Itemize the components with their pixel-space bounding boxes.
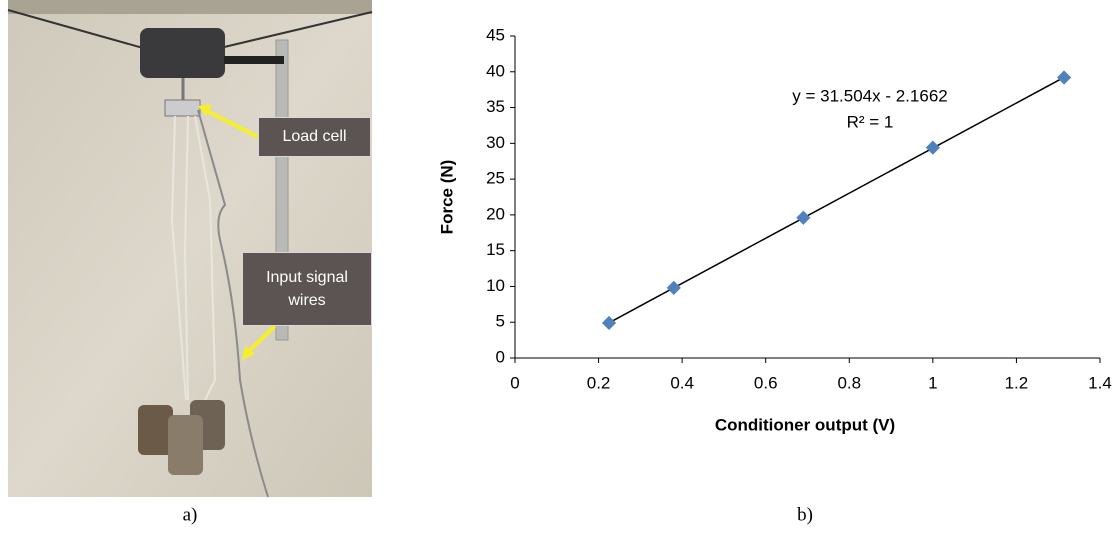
cable	[7, 9, 151, 51]
x-tick-label: 0.2	[587, 373, 611, 392]
x-tick-label: 1.2	[1005, 373, 1029, 392]
point	[925, 140, 940, 155]
point	[601, 315, 617, 331]
point	[666, 280, 681, 295]
ceiling	[8, 0, 372, 14]
x-tick-label: 1.4	[1088, 373, 1112, 392]
y-tick-label: 20	[486, 204, 505, 223]
y-tick-label: 40	[486, 61, 505, 80]
cable	[219, 11, 373, 49]
annotation: Load cell	[258, 117, 371, 157]
y-axis-label: Force (N)	[437, 160, 456, 235]
arrow	[246, 324, 277, 354]
y-tick-label: 10	[486, 276, 505, 295]
arrow-head	[242, 346, 255, 360]
y-tick-label: 15	[486, 240, 505, 259]
x-tick-label: 0.4	[670, 373, 694, 392]
x-axis-label: Conditioner output (V)	[715, 415, 895, 434]
trendline-equation: y = 31.504x - 2.1662	[792, 86, 947, 105]
x-tick-label: 0	[510, 373, 519, 392]
trendline	[608, 76, 1065, 324]
x-tick-label: 0.8	[837, 373, 861, 392]
photo	[7, 0, 373, 498]
x-tick-label: 0.6	[754, 373, 778, 392]
x-tick-label: 1	[928, 373, 937, 392]
y-tick-label: 30	[486, 133, 505, 152]
y-tick-label: 45	[486, 25, 505, 44]
y-tick-label: 0	[496, 347, 505, 366]
connector	[224, 56, 284, 64]
point	[1056, 70, 1072, 85]
point	[796, 210, 811, 225]
y-tick-label: 5	[496, 312, 505, 331]
arrow-head	[198, 104, 212, 116]
r-squared: R² = 1	[847, 112, 894, 131]
strings	[170, 115, 217, 401]
annotation: Input signal wires	[242, 252, 372, 326]
weight	[168, 415, 203, 475]
y-tick-label: 25	[486, 169, 505, 188]
y-tick-label: 35	[486, 97, 505, 116]
sensor	[140, 28, 225, 78]
caption: a)	[183, 504, 198, 525]
caption: b)	[797, 504, 813, 525]
weight	[138, 405, 173, 455]
load-cell	[164, 99, 201, 117]
wire	[197, 109, 269, 498]
arrow	[204, 108, 259, 139]
